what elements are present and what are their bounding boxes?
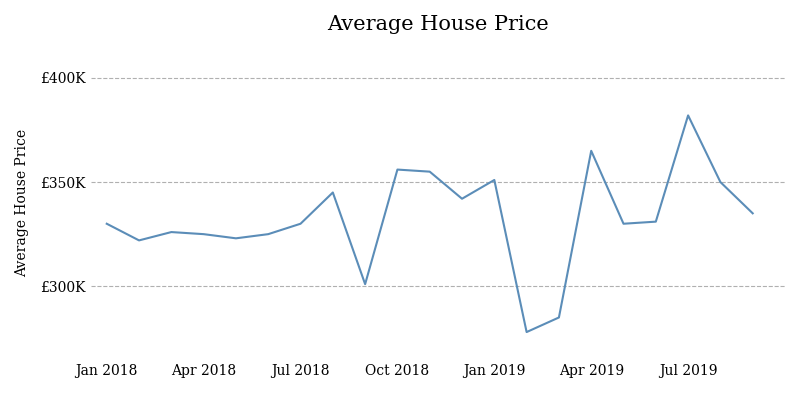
Y-axis label: Average House Price: Average House Price	[15, 129, 29, 277]
Title: Average House Price: Average House Price	[327, 15, 549, 34]
